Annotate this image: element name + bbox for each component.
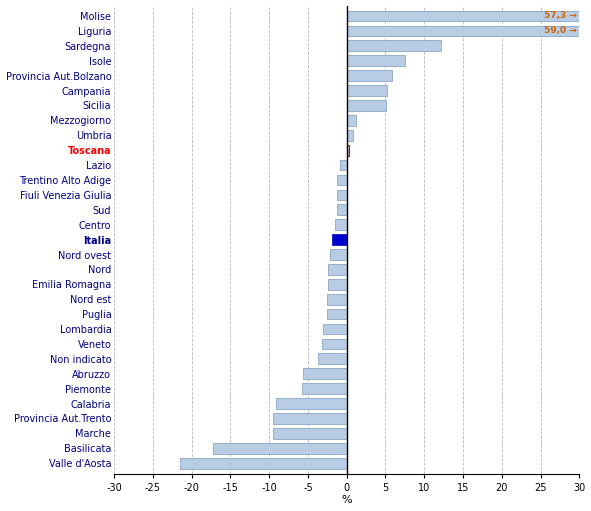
Bar (273, 413, 347, 424)
Bar (347, 85, 387, 96)
Bar (327, 294, 347, 305)
Bar (337, 175, 347, 185)
Bar (303, 368, 347, 379)
Bar (274, 428, 347, 439)
Bar (347, 115, 356, 126)
Bar (347, 55, 405, 66)
Bar (180, 458, 347, 469)
Bar (335, 219, 347, 230)
Bar (340, 160, 347, 171)
Bar (328, 279, 347, 290)
Bar (347, 26, 579, 36)
Text: 59,0 →: 59,0 → (544, 27, 577, 35)
Bar (327, 309, 347, 319)
Bar (329, 264, 347, 275)
X-axis label: %: % (342, 496, 352, 505)
Bar (347, 40, 441, 51)
Bar (323, 323, 347, 334)
Bar (337, 190, 347, 200)
Bar (213, 443, 347, 454)
Bar (302, 383, 347, 394)
Bar (276, 398, 347, 409)
Bar (330, 249, 347, 260)
Text: 57,3 →: 57,3 → (544, 11, 577, 20)
Bar (322, 339, 347, 350)
Bar (319, 354, 347, 364)
Bar (337, 204, 347, 215)
Bar (332, 234, 347, 245)
Bar (347, 130, 353, 141)
Bar (347, 11, 579, 21)
Bar (347, 145, 349, 155)
Bar (347, 100, 387, 111)
Bar (347, 70, 392, 81)
